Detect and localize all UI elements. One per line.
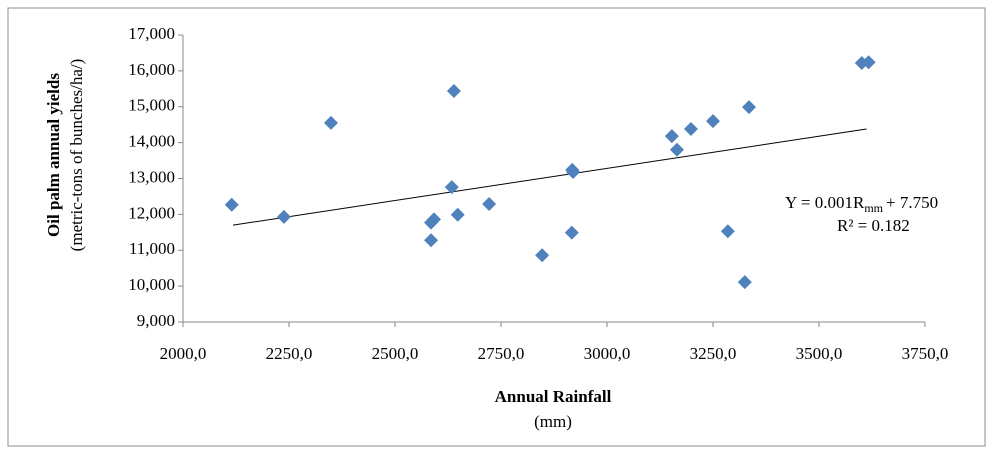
- data-point: [424, 233, 439, 248]
- x-axis-unit: (mm): [534, 412, 572, 431]
- data-point: [565, 162, 580, 177]
- trendline: [232, 128, 867, 226]
- x-tick-label: 2000,0: [160, 344, 207, 363]
- data-point: [224, 197, 239, 212]
- y-axis-unit: (metric-tons of bunches/ha/): [67, 59, 86, 252]
- data-point: [446, 83, 461, 98]
- y-tick-label: 10,000: [128, 275, 175, 294]
- y-tick-label: 15,000: [128, 96, 175, 115]
- x-axis-title: Annual Rainfall: [495, 387, 612, 406]
- chart-border: [7, 7, 986, 447]
- data-point: [683, 121, 698, 136]
- data-point: [742, 100, 757, 115]
- data-point: [720, 224, 735, 239]
- x-tick-label: 2500,0: [372, 344, 419, 363]
- data-point: [861, 55, 876, 70]
- y-tick-label: 13,000: [128, 167, 175, 186]
- x-tick-label: 3000,0: [584, 344, 631, 363]
- x-tick-label: 3750,0: [902, 344, 949, 363]
- y-tick-label: 9,000: [137, 311, 175, 330]
- data-point: [444, 180, 459, 195]
- x-tick-label: 3250,0: [690, 344, 737, 363]
- x-tick-label: 2750,0: [478, 344, 525, 363]
- y-axis-title: Oil palm annual yields: [44, 73, 63, 237]
- equation-main: Y = 0.001R: [785, 193, 865, 212]
- data-point: [664, 129, 679, 144]
- data-point: [323, 115, 338, 130]
- data-point: [737, 275, 752, 290]
- y-tick-label: 11,000: [129, 239, 175, 258]
- data-point: [535, 248, 550, 263]
- data-point: [564, 225, 579, 240]
- equation-tail: + 7.750: [886, 193, 938, 212]
- data-point: [450, 207, 465, 222]
- y-tick-label: 16,000: [128, 60, 175, 79]
- y-tick-label: 12,000: [128, 203, 175, 222]
- equation-sub: mm: [864, 201, 883, 215]
- data-point: [427, 212, 442, 227]
- data-point: [482, 196, 497, 211]
- data-point: [669, 142, 684, 157]
- data-point: [276, 209, 291, 224]
- y-tick-label: 14,000: [128, 132, 175, 151]
- r-squared: R² = 0.182: [837, 216, 910, 235]
- y-tick-label: 17,000: [128, 24, 175, 43]
- equation: Y = 0.001Rmm + 7.750: [785, 193, 938, 215]
- data-point: [706, 114, 720, 129]
- x-tick-label: 3500,0: [796, 344, 843, 363]
- x-tick-label: 2250,0: [266, 344, 313, 363]
